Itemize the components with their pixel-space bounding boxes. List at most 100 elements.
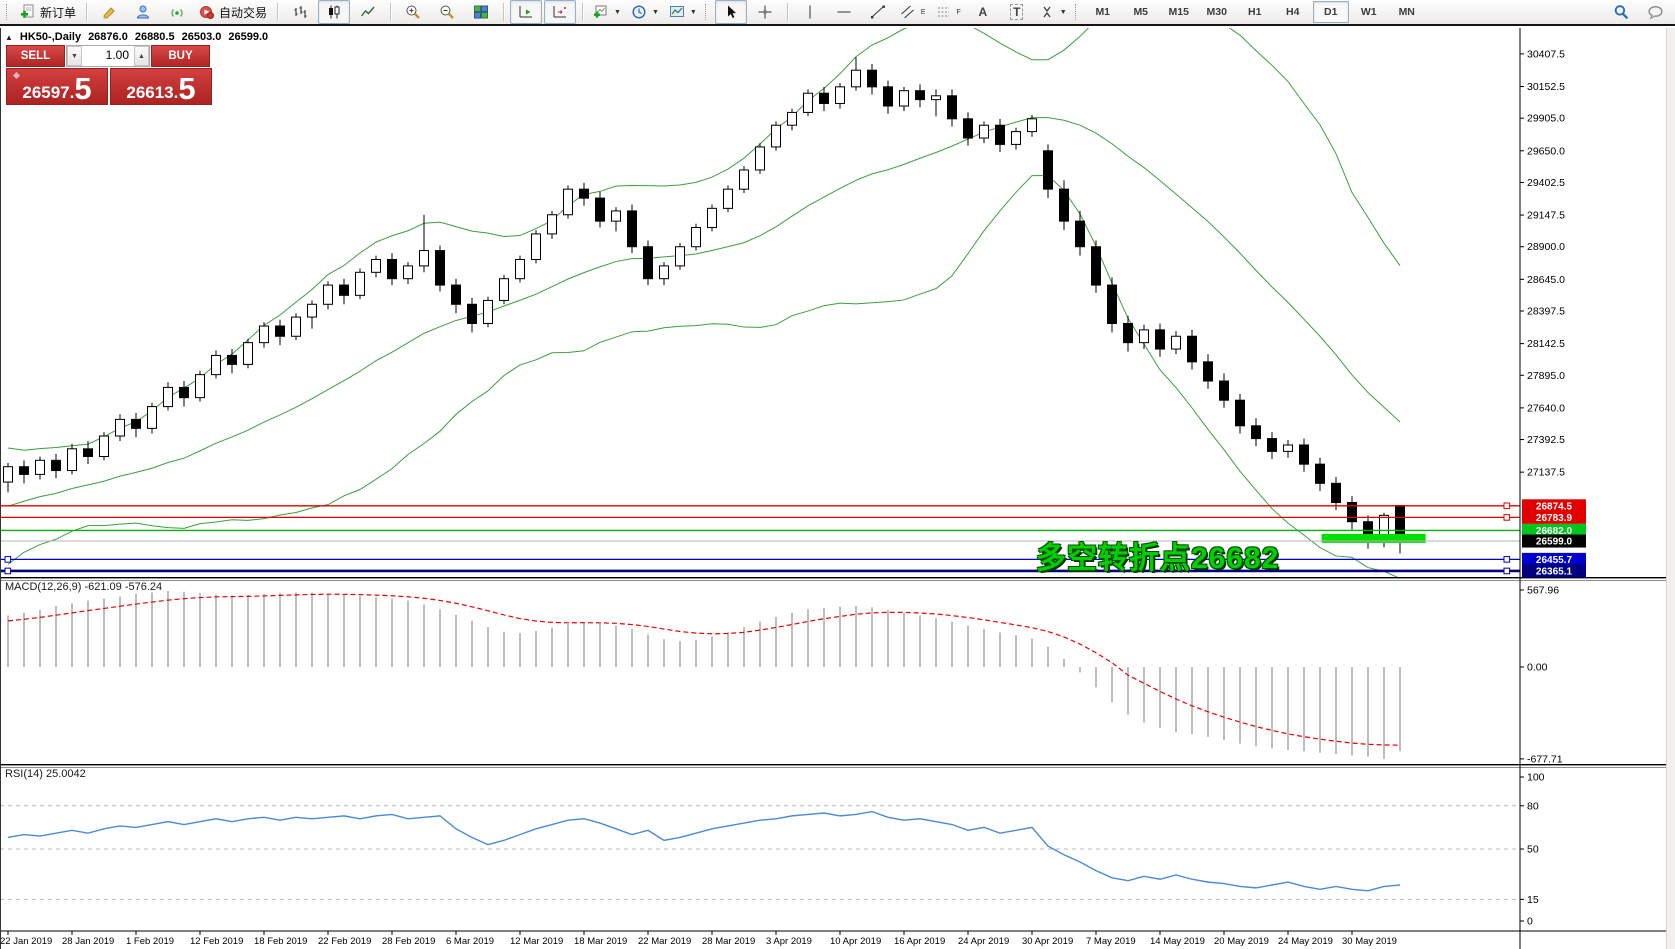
tab-timeframe-m15[interactable]: M15 (1168, 6, 1189, 18)
zoom-out-icon (440, 5, 454, 19)
pivot-annotation-text[interactable]: 多空转折点26682 (1036, 542, 1280, 575)
tab-timeframe-m1[interactable]: M1 (1095, 6, 1111, 18)
tab-timeframe-mn[interactable]: MN (1398, 6, 1415, 18)
tab-timeframe-d1[interactable]: D1 (1312, 1, 1349, 23)
date-label: 28 Feb 2019 (382, 936, 435, 947)
search-button[interactable] (1605, 0, 1637, 24)
zoom-in-button[interactable] (397, 0, 429, 24)
sell-price-block[interactable]: 26597 . 5 (6, 68, 108, 105)
date-label: 1 Feb 2019 (126, 936, 174, 947)
vertical-line-tool-button[interactable] (794, 0, 826, 24)
svg-text:26455.7: 26455.7 (1536, 555, 1573, 566)
new-order-label: 新订单 (40, 5, 77, 20)
svg-text:28142.5: 28142.5 (1527, 338, 1565, 350)
volume-value[interactable]: 1.00 (105, 48, 129, 62)
tile-windows-button[interactable] (465, 0, 497, 24)
buy-price-int: 26613 (126, 83, 174, 102)
line-handle-icon[interactable] (1503, 556, 1511, 563)
date-label: 12 Mar 2019 (510, 936, 563, 947)
chat-bubble-icon (1647, 5, 1663, 20)
community-icon (136, 5, 150, 19)
chat-button[interactable] (1639, 0, 1671, 24)
trendline-tool-button[interactable] (862, 0, 894, 24)
line-handle-icon[interactable] (1503, 502, 1511, 510)
arrows-tool-button[interactable]: ▼ (1035, 0, 1071, 24)
svg-text:26874.5: 26874.5 (1536, 501, 1573, 512)
horizontal-line-tool-button[interactable] (828, 0, 860, 24)
open-value: 26876.0 (88, 31, 128, 43)
sell-button[interactable]: SELL (6, 45, 65, 67)
channel-tool-button[interactable]: E (896, 0, 930, 24)
trendline-icon (870, 5, 885, 19)
date-label: 22 Feb 2019 (318, 936, 371, 947)
dropdown-arrow-icon: ▼ (614, 8, 621, 16)
label-tool-button[interactable]: T (1001, 0, 1033, 24)
auto-scroll-button[interactable] (510, 0, 543, 24)
line-handle-icon[interactable] (1503, 567, 1511, 575)
buy-price-block[interactable]: 26613 . 5 (110, 68, 212, 105)
text-tool-button[interactable]: A (967, 0, 999, 24)
svg-text:50: 50 (1527, 844, 1539, 856)
crayon-button[interactable] (93, 0, 125, 24)
dropdown-arrow-icon: ▼ (651, 8, 659, 16)
auto-trading-button[interactable]: 自动交易 (195, 0, 271, 24)
chart-area[interactable]: 30407.5 30152.5 29905.0 29650.0 29402.5 29147… (0, 28, 1675, 949)
templates-button[interactable]: ▼ (665, 0, 701, 24)
bar-chart-icon (294, 6, 307, 18)
svg-text:28900.0: 28900.0 (1527, 241, 1565, 253)
separator (390, 3, 392, 21)
new-chart-button[interactable]: ▼ (589, 0, 625, 24)
price-axis[interactable]: 30407.5 30152.5 29905.0 29650.0 29402.5 29147… (1519, 28, 1586, 949)
rsi-line (7, 810, 1401, 892)
main-toolbar: 新订单 自动交易 (0, 0, 1675, 26)
crosshair-tool-button[interactable] (749, 0, 781, 24)
date-axis[interactable]: 22 Jan 2019 28 Jan 2019 1 Feb 2019 12 Feb 2… (0, 930, 1675, 947)
community-button[interactable] (127, 0, 159, 24)
buy-button[interactable]: BUY (151, 45, 210, 67)
crayon-icon (103, 7, 115, 19)
collapse-icon[interactable]: ▲ (5, 32, 13, 42)
buy-price-frac: 5 (178, 71, 196, 106)
chart-shift-button[interactable] (544, 0, 577, 24)
signal-button[interactable] (161, 0, 193, 24)
channel-sub-label: E (920, 8, 926, 16)
date-label: 14 May 2019 (1150, 936, 1205, 947)
tab-timeframe-h4[interactable]: H4 (1286, 6, 1300, 18)
toolbar-grip[interactable] (704, 4, 709, 20)
fibonacci-tool-button[interactable]: F (932, 0, 965, 24)
toolbar-grip[interactable] (6, 4, 10, 20)
periods-button[interactable]: ▼ (627, 0, 663, 24)
macd-signal-line (7, 593, 1401, 746)
candlestick-chart-button[interactable] (318, 0, 351, 24)
cursor-tool-button[interactable] (714, 0, 747, 24)
support-highlight-bar[interactable] (1321, 533, 1426, 543)
symbol-period-label: HK50-,Daily (19, 31, 82, 43)
svg-text:567.96: 567.96 (1527, 584, 1559, 596)
date-label: 18 Mar 2019 (574, 936, 627, 947)
date-label: 22 Mar 2019 (638, 936, 691, 947)
price-tag-26783.9 (1522, 510, 1586, 524)
tab-timeframe-m30[interactable]: M30 (1206, 6, 1227, 18)
tab-timeframe-w1[interactable]: W1 (1360, 6, 1377, 18)
volume-decrease-button[interactable]: ▼ (67, 46, 82, 66)
tab-timeframe-m5[interactable]: M5 (1133, 6, 1149, 18)
chart-shift-icon (553, 6, 567, 18)
auto-trading-label: 自动交易 (219, 5, 268, 20)
line-handle-icon[interactable] (4, 567, 12, 575)
svg-text:27137.5: 27137.5 (1527, 467, 1565, 479)
new-order-button[interactable]: 新订单 (16, 0, 80, 24)
svg-text:29905.0: 29905.0 (1527, 113, 1565, 125)
date-label: 18 Feb 2019 (254, 936, 307, 947)
toolbar-grip[interactable] (1074, 4, 1079, 20)
macd-indicator-label: MACD(12,26,9) -621.09 -576.24 (5, 581, 163, 593)
volume-increase-button[interactable]: ▲ (134, 46, 149, 66)
line-chart-button[interactable] (352, 0, 384, 24)
line-handle-icon[interactable] (1503, 514, 1511, 521)
tab-timeframe-h1[interactable]: H1 (1248, 6, 1262, 18)
zoom-out-button[interactable] (431, 0, 463, 24)
svg-text:29147.5: 29147.5 (1527, 210, 1565, 222)
line-handle-icon[interactable] (4, 556, 12, 563)
price-tag-26365.1 (1522, 564, 1586, 578)
svg-text:15: 15 (1527, 894, 1539, 906)
bar-chart-button[interactable] (284, 0, 316, 24)
